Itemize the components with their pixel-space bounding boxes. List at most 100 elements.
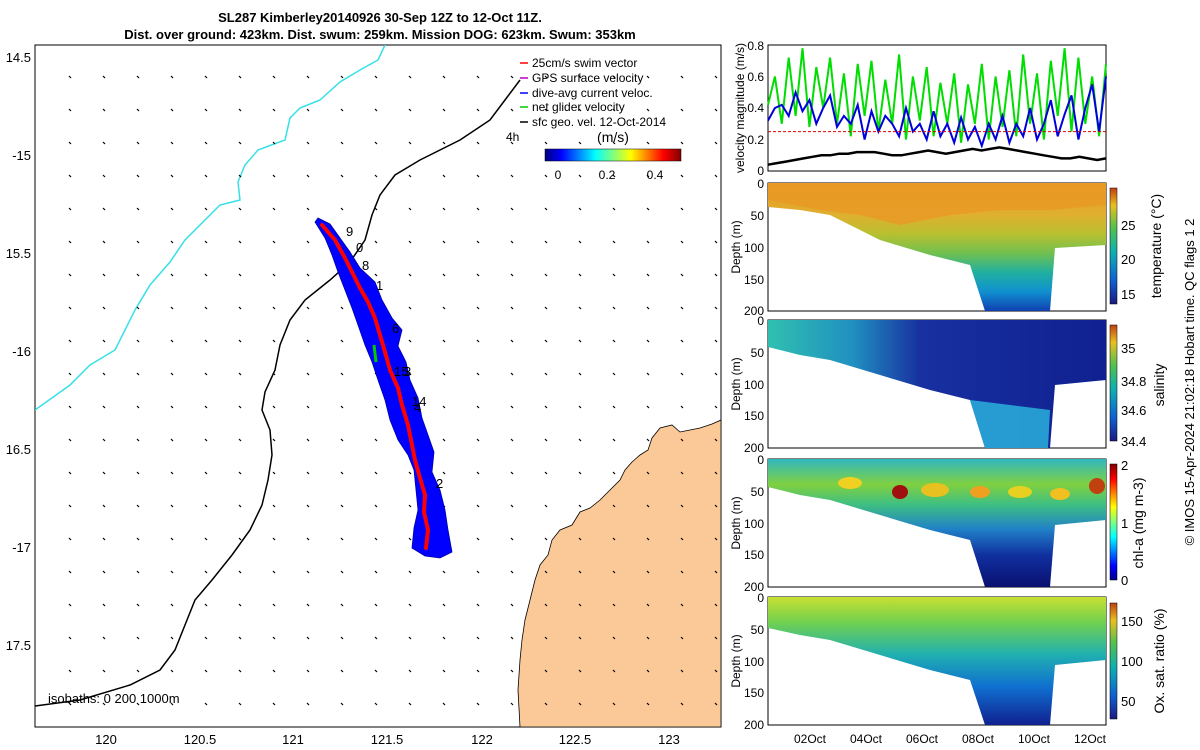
depth-tick: 0 (757, 314, 764, 328)
geostrophic-velocity-arrow (476, 702, 480, 706)
geostrophic-velocity-arrow (68, 669, 72, 673)
geostrophic-velocity-arrow (68, 504, 72, 508)
temperature-warm-layer (768, 183, 1106, 225)
oxygen-colorbar (1109, 602, 1118, 720)
geostrophic-velocity-arrow (204, 174, 208, 178)
geostrophic-velocity-arrow (680, 108, 684, 112)
geostrophic-velocity-arrow (510, 141, 514, 145)
geostrophic-velocity-arrow (510, 570, 514, 574)
geostrophic-velocity-arrow (680, 75, 684, 79)
depth-tick: 150 (744, 548, 764, 562)
geostrophic-velocity-arrow (714, 636, 718, 640)
chlorophyll-colorbar-ticks: 2 1 0 (1121, 458, 1128, 588)
geostrophic-velocity-arrow (510, 537, 514, 541)
geostrophic-velocity-arrow (170, 108, 174, 112)
geostrophic-velocity-arrow (510, 603, 514, 607)
geostrophic-velocity-arrow (612, 339, 616, 343)
chlorophyll-colorbar-label: chl-a (mg m-3) (1130, 477, 1146, 568)
geostrophic-velocity-arrow (238, 603, 242, 607)
geostrophic-velocity-arrow (102, 504, 106, 508)
geostrophic-velocity-arrow (646, 75, 650, 79)
geostrophic-velocity-arrow (646, 405, 650, 409)
geostrophic-velocity-arrow (102, 273, 106, 277)
geostrophic-velocity-arrow (442, 636, 446, 640)
map-panel: 9 0 8 1 6 15 3 14 4 2 25cm/s swim vector… (6, 44, 722, 747)
geostrophic-velocity-arrow (136, 339, 140, 343)
geostrophic-velocity-arrow (408, 141, 412, 145)
geostrophic-velocity-arrow (136, 471, 140, 475)
map-y-axis: 14.5 -15 15.5 -16 16.5 -17 17.5 (6, 50, 31, 653)
depth-tick: 100 (744, 655, 764, 669)
geostrophic-velocity-arrow (272, 207, 276, 211)
geostrophic-velocity-arrow (340, 537, 344, 541)
geostrophic-velocity-arrow (612, 372, 616, 376)
geostrophic-velocity-arrow (68, 306, 72, 310)
geostrophic-velocity-arrow (544, 471, 548, 475)
geostrophic-velocity-arrow (612, 438, 616, 442)
geostrophic-velocity-arrow (680, 339, 684, 343)
geostrophic-velocity-arrow (680, 537, 684, 541)
geostrophic-velocity-arrow (510, 504, 514, 508)
depth-tick: 150 (744, 273, 764, 287)
geostrophic-velocity-arrow (646, 240, 650, 244)
velocity-y-label: velocity magnitude (m/s) (733, 43, 747, 173)
colorbar-tick: 1 (1121, 516, 1128, 531)
oxygen-y-axis: 0 50 100 150 200 (744, 591, 764, 732)
geostrophic-velocity-arrow (544, 537, 548, 541)
map-x-tick: 121.5 (371, 732, 404, 747)
geostrophic-velocity-arrow (306, 702, 310, 706)
geostrophic-velocity-arrow (340, 702, 344, 706)
geostrophic-velocity-arrow (136, 273, 140, 277)
geostrophic-velocity-arrow (544, 504, 548, 508)
geostrophic-velocity-arrow (374, 636, 378, 640)
geostrophic-velocity-arrow (442, 603, 446, 607)
geostrophic-velocity-arrow (340, 471, 344, 475)
geostrophic-velocity-arrow (510, 438, 514, 442)
geostrophic-velocity-arrow (680, 207, 684, 211)
chlorophyll-y-axis: 0 50 100 150 200 (744, 453, 764, 594)
geostrophic-velocity-arrow (272, 240, 276, 244)
geostrophic-velocity-arrow (714, 306, 718, 310)
geostrophic-velocity-arrow (374, 438, 378, 442)
geostrophic-velocity-arrow (68, 438, 72, 442)
geostrophic-velocity-arrow (136, 207, 140, 211)
geostrophic-velocity-arrow (136, 141, 140, 145)
geostrophic-velocity-arrow (136, 174, 140, 178)
track-label: 6 (392, 321, 399, 336)
geostrophic-velocity-arrow (68, 603, 72, 607)
geostrophic-velocity-arrow (102, 75, 106, 79)
time-axis: 02Oct 04Oct 06Oct 08Oct 10Oct 12Oct (794, 732, 1107, 746)
geostrophic-velocity-arrow (102, 603, 106, 607)
geostrophic-velocity-arrow (408, 339, 412, 343)
geostrophic-velocity-arrow (102, 174, 106, 178)
depth-tick: 200 (744, 580, 764, 594)
geostrophic-velocity-arrow (510, 240, 514, 244)
geostrophic-velocity-arrow (306, 603, 310, 607)
geostrophic-velocity-arrow (102, 471, 106, 475)
geostrophic-velocity-arrow (612, 75, 616, 79)
depth-tick: 0 (757, 177, 764, 191)
oxygen-field (768, 597, 1106, 725)
geostrophic-velocity-arrow (68, 207, 72, 211)
geostrophic-velocity-arrow (544, 207, 548, 211)
geostrophic-velocity-arrow (476, 636, 480, 640)
geostrophic-velocity-arrow (272, 702, 276, 706)
oxygen-colorbar-label: Ox. sat. ratio (%) (1151, 608, 1167, 713)
geostrophic-velocity-arrow (612, 537, 616, 541)
legend-label: GPS surface velocity (532, 71, 643, 85)
geostrophic-velocity-arrow (612, 240, 616, 244)
track-label: 0 (356, 240, 363, 255)
geostrophic-velocity-arrow (170, 537, 174, 541)
geostrophic-velocity-arrow (510, 174, 514, 178)
geostrophic-velocity-arrow (170, 372, 174, 376)
geostrophic-velocity-arrow (238, 405, 242, 409)
geostrophic-velocity-arrow (272, 537, 276, 541)
geostrophic-velocity-arrow (306, 108, 310, 112)
geostrophic-velocity-arrow (204, 603, 208, 607)
geostrophic-velocity-arrow (204, 405, 208, 409)
time-tick: 06Oct (906, 732, 939, 746)
colorbar-tick: 15 (1121, 287, 1135, 302)
geostrophic-velocity-arrow (442, 75, 446, 79)
geostrophic-velocity-arrow (646, 603, 650, 607)
geostrophic-velocity-arrow (68, 174, 72, 178)
